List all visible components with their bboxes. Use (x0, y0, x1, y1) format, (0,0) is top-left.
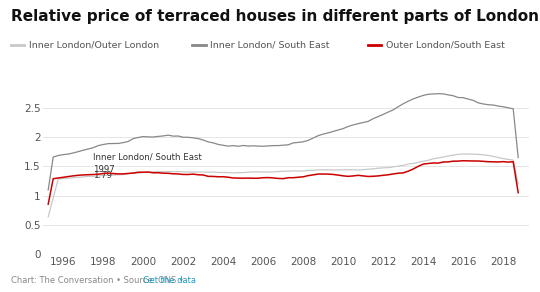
Text: Get the data: Get the data (143, 276, 196, 285)
Text: Inner London/ South East: Inner London/ South East (93, 153, 202, 162)
Text: Outer London/South East: Outer London/South East (386, 41, 504, 50)
Text: Chart: The Conversation • Source: ONS •: Chart: The Conversation • Source: ONS • (11, 276, 186, 285)
Text: Inner London/ South East: Inner London/ South East (210, 41, 330, 50)
Text: Relative price of terraced houses in different parts of London: Relative price of terraced houses in dif… (11, 9, 539, 24)
Text: Inner London/Outer London: Inner London/Outer London (29, 41, 159, 50)
Text: 1.79: 1.79 (93, 171, 112, 180)
Text: 1997: 1997 (93, 165, 115, 174)
